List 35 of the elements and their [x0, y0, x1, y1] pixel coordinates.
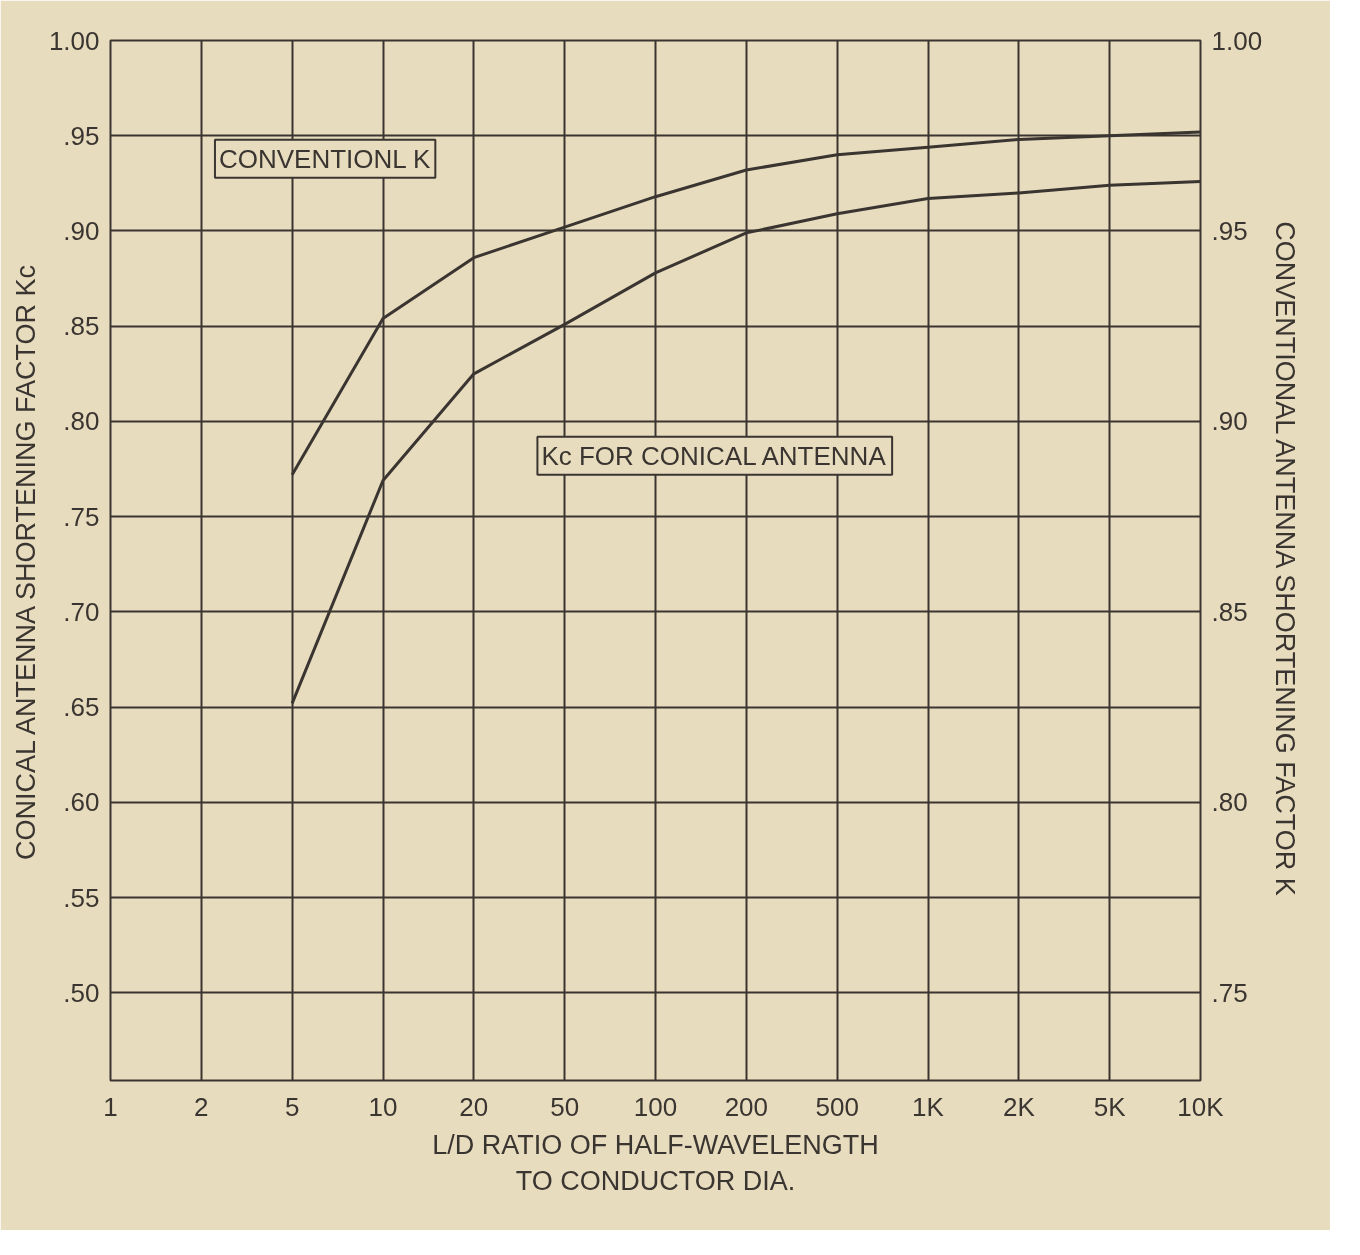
- y-tick-label: .65: [63, 692, 100, 723]
- x-tick-label: 5: [284, 1091, 300, 1122]
- y-tick-label: .90: [63, 215, 100, 246]
- x-tick-label: 500: [815, 1091, 859, 1122]
- y-axis-title: CONICAL ANTENNA SHORTENING FACTOR Kc: [10, 264, 41, 861]
- y-tick-label: .60: [63, 787, 100, 818]
- y-tick-label: .50: [63, 977, 100, 1008]
- x-tick-label: 200: [724, 1091, 769, 1122]
- y-tick-label: .55: [63, 882, 100, 913]
- x-tick-label: 10: [368, 1091, 398, 1122]
- x-tick-label: 5K: [1093, 1091, 1127, 1122]
- x-tick-label: 2: [194, 1091, 209, 1122]
- y2-tick-label: .85: [1211, 596, 1248, 627]
- y2-tick-label: .90: [1211, 406, 1248, 437]
- y2-axis-title: CONVENTIONAL ANTENNA SHORTENING FACTOR K: [1270, 221, 1301, 896]
- y2-tick-label: 1.00: [1211, 25, 1263, 56]
- y2-tick-label: .95: [1211, 215, 1248, 246]
- x-tick-label: 1: [103, 1091, 118, 1122]
- x-tick-label: 1K: [912, 1091, 945, 1122]
- y2-tick-label: .80: [1211, 787, 1248, 818]
- y-tick-label: 1.00: [48, 25, 100, 56]
- y-tick-label: .80: [63, 406, 100, 437]
- annotation: CONVENTIONL K: [218, 143, 432, 174]
- y-tick-label: .70: [63, 596, 100, 627]
- y2-tick-label: .75: [1211, 977, 1248, 1008]
- x-tick-label: 10K: [1177, 1091, 1225, 1122]
- y-tick-label: .75: [63, 501, 100, 532]
- x-tick-label: 50: [550, 1091, 580, 1122]
- x-tick-label: 20: [459, 1091, 489, 1122]
- y-tick-label: .95: [63, 120, 100, 151]
- x-tick-label: 2K: [1002, 1091, 1036, 1122]
- x-tick-label: 100: [633, 1091, 678, 1122]
- x-axis-title: L/D RATIO OF HALF-WAVELENGTH TO CONDUCTOR DIA.: [432, 1129, 879, 1196]
- y-tick-label: .85: [63, 311, 100, 342]
- annotation: Kc FOR CONICAL ANTENNA: [541, 440, 887, 471]
